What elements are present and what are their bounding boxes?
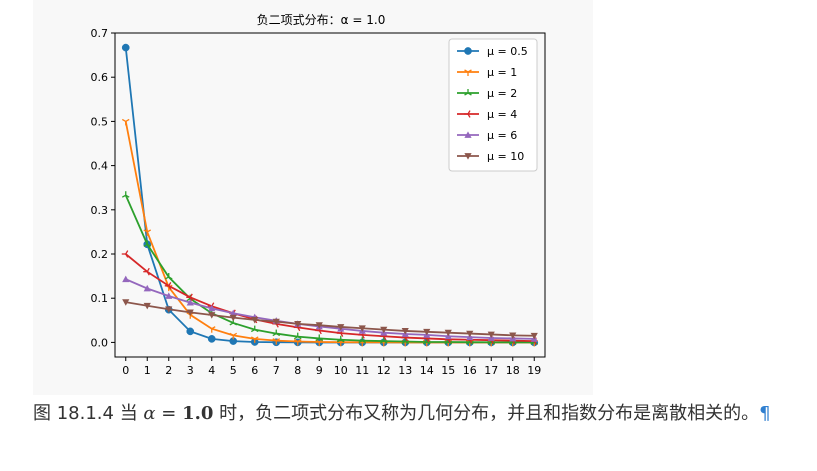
x-tick-label: 1 <box>144 364 151 377</box>
x-axis: 0 1 2 3 4 5 6 7 8 9 10 11 12 13 14 15 16 17 18 19 <box>122 357 541 377</box>
y-tick-label: 0.5 <box>91 115 109 128</box>
x-tick-label: 14 <box>420 364 434 377</box>
x-tick-label: 0 <box>122 364 129 377</box>
x-tick-label: 8 <box>294 364 301 377</box>
data-point <box>122 276 129 282</box>
caption-equals: = <box>156 403 183 424</box>
data-point <box>208 335 215 342</box>
x-tick-label: 4 <box>208 364 215 377</box>
series-2 <box>122 191 537 344</box>
x-tick-label: 17 <box>484 364 498 377</box>
x-tick-label: 16 <box>463 364 477 377</box>
y-tick-label: 0.4 <box>91 160 109 173</box>
legend-label: μ = 2 <box>487 87 517 100</box>
legend-label: μ = 0.5 <box>487 45 528 58</box>
chart: 负二项式分布：α = 1.0 0.00.10.20.30.40.50.60.7 … <box>33 0 593 395</box>
data-point <box>122 44 129 51</box>
y-tick-label: 0.3 <box>91 204 109 217</box>
figure-caption: 图 18.1.4 当 α = 1.0 时，负二项式分布又称为几何分布，并且和指数… <box>33 400 803 428</box>
legend: μ = 0.5 μ = 1 μ = 2 μ = 4 μ = 6 μ = 10 <box>449 39 537 171</box>
x-tick-label: 13 <box>398 364 412 377</box>
data-point <box>187 328 194 335</box>
series-line <box>126 195 535 342</box>
legend-label: μ = 4 <box>487 108 517 121</box>
x-tick-label: 12 <box>377 364 391 377</box>
y-tick-label: 0.6 <box>91 71 109 84</box>
x-tick-label: 6 <box>251 364 258 377</box>
legend-label: μ = 6 <box>487 129 517 142</box>
x-tick-label: 2 <box>165 364 172 377</box>
x-tick-label: 18 <box>506 364 520 377</box>
y-tick-label: 0.2 <box>91 248 109 261</box>
x-tick-label: 10 <box>334 364 348 377</box>
x-tick-label: 7 <box>273 364 280 377</box>
x-tick-label: 3 <box>187 364 194 377</box>
x-tick-label: 19 <box>527 364 541 377</box>
caption-prefix: 图 18.1.4 当 <box>33 403 143 424</box>
pilcrow-icon[interactable]: ¶ <box>759 403 770 424</box>
y-tick-label: 0.0 <box>91 336 109 349</box>
chart-title: 负二项式分布：α = 1.0 <box>257 13 386 27</box>
caption-suffix: 时，负二项式分布又称为几何分布，并且和指数分布是离散相关的。 <box>213 403 759 424</box>
y-tick-label: 0.7 <box>91 27 109 40</box>
y-axis: 0.0 0.1 0.2 0.3 0.4 0.5 0.6 0.7 <box>91 27 116 349</box>
x-tick-label: 5 <box>230 364 237 377</box>
legend-label: μ = 1 <box>487 66 517 79</box>
legend-label: μ = 10 <box>487 150 524 163</box>
caption-alpha-symbol: α <box>143 403 155 424</box>
caption-alpha-value: 1.0 <box>182 403 213 424</box>
legend-marker <box>464 47 471 54</box>
data-point <box>122 119 129 125</box>
x-tick-label: 15 <box>441 364 455 377</box>
series-5 <box>122 299 538 339</box>
x-tick-label: 9 <box>316 364 323 377</box>
series-3 <box>122 251 537 345</box>
x-tick-label: 11 <box>355 364 369 377</box>
y-tick-label: 0.1 <box>91 292 109 305</box>
